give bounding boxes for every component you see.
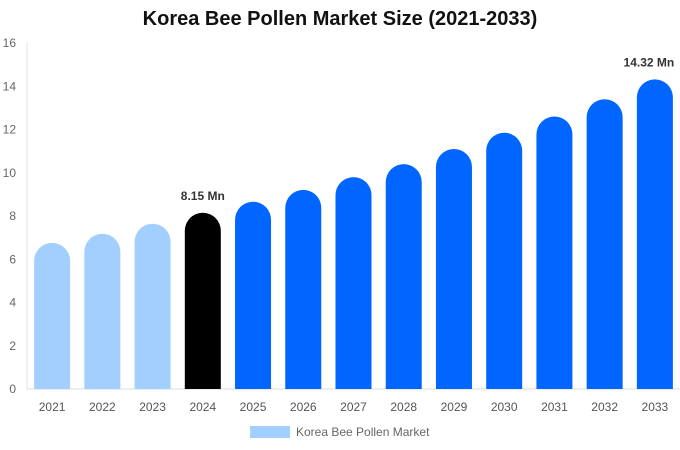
x-tick-label: 2025	[240, 400, 267, 414]
x-tick-label: 2033	[642, 400, 669, 414]
y-tick-label: 6	[9, 252, 16, 266]
y-tick-label: 4	[9, 296, 16, 310]
y-tick-label: 0	[9, 382, 16, 396]
y-tick-label: 2	[9, 339, 16, 353]
data-label: 14.32 Mn	[624, 55, 675, 69]
y-tick-label: 14	[3, 79, 17, 93]
bar-2033[interactable]	[636, 79, 673, 389]
bar-2029[interactable]	[435, 148, 472, 389]
data-label: 8.15 Mn	[181, 189, 225, 203]
bar-2032[interactable]	[586, 99, 623, 389]
x-tick-label: 2026	[290, 400, 317, 414]
bar-2025[interactable]	[235, 201, 272, 389]
y-tick-label: 12	[3, 123, 17, 137]
legend[interactable]: Korea Bee Pollen Market	[250, 425, 429, 439]
bar-2026[interactable]	[285, 189, 322, 389]
y-tick-label: 8	[9, 209, 16, 223]
x-tick-label: 2029	[441, 400, 468, 414]
x-tick-label: 2023	[139, 400, 166, 414]
bar-2024[interactable]	[184, 212, 221, 389]
x-tick-label: 2031	[541, 400, 568, 414]
x-tick-label: 2028	[390, 400, 417, 414]
x-tick-label: 2032	[591, 400, 618, 414]
bar-2027[interactable]	[335, 177, 372, 389]
y-tick-label: 10	[3, 166, 17, 180]
bar-2031[interactable]	[536, 116, 573, 389]
x-tick-label: 2021	[39, 400, 66, 414]
x-tick-label: 2022	[89, 400, 116, 414]
y-tick-label: 16	[3, 36, 17, 50]
legend-label: Korea Bee Pollen Market	[296, 425, 430, 439]
bar-2021[interactable]	[34, 242, 71, 389]
chart-title: Korea Bee Pollen Market Size (2021-2033)	[142, 8, 538, 30]
bar-2023[interactable]	[134, 223, 171, 389]
bar-2030[interactable]	[486, 132, 523, 389]
x-tick-label: 2030	[491, 400, 518, 414]
legend-swatch	[250, 426, 290, 438]
x-tick-label: 2024	[189, 400, 216, 414]
x-tick-label: 2027	[340, 400, 367, 414]
bar-2028[interactable]	[385, 164, 422, 389]
bar-2022[interactable]	[84, 233, 121, 389]
